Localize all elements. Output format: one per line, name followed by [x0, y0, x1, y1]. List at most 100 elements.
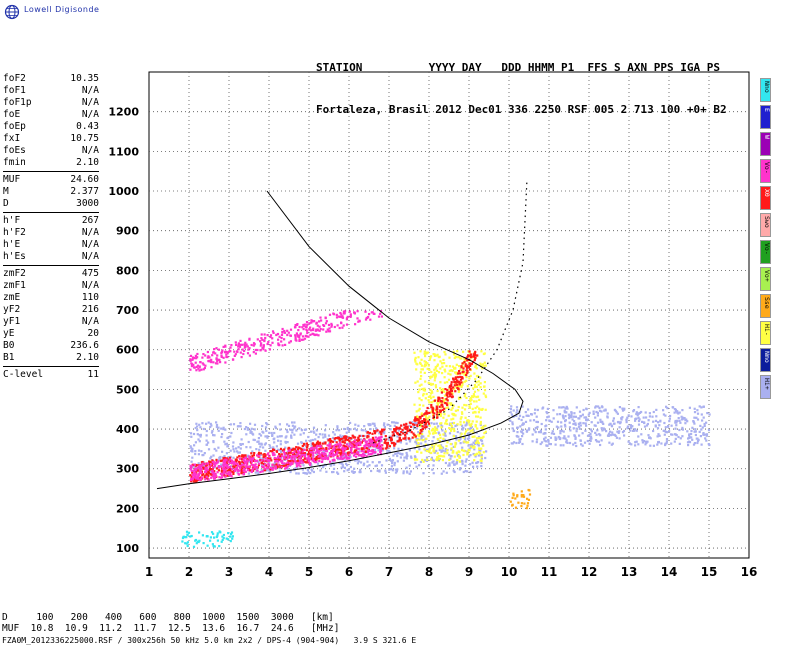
echo-pixel: [345, 431, 348, 434]
echo-pixel: [345, 317, 349, 320]
echo-pixel: [428, 358, 431, 361]
echo-pixel: [432, 432, 435, 435]
echo-pixel: [209, 536, 212, 539]
echo-pixel: [276, 448, 279, 451]
echo-pixel: [206, 356, 209, 359]
echo-pixel: [441, 446, 445, 449]
echo-pixel: [465, 421, 469, 424]
echo-pixel: [220, 469, 223, 473]
echo-pixel: [587, 413, 590, 416]
echo-pixel: [479, 362, 482, 365]
echo-pixel: [356, 317, 359, 320]
echo-pixel: [233, 450, 236, 453]
echo-pixel: [586, 439, 589, 443]
echo-pixel: [349, 313, 352, 316]
echo-pixel: [626, 427, 629, 430]
echo-pixel: [286, 430, 289, 434]
echo-pixel: [445, 406, 448, 409]
echo-pixel: [287, 451, 290, 455]
echo-pixel: [202, 464, 205, 467]
echo-pixel: [226, 469, 229, 472]
echo-pixel: [421, 421, 424, 424]
echo-pixel: [401, 448, 404, 451]
echo-pixel: [271, 337, 274, 340]
echo-pixel: [419, 432, 422, 435]
echo-pixel: [346, 451, 350, 455]
echo-pixel: [298, 455, 301, 458]
echo-pixel: [340, 456, 343, 459]
echo-pixel: [293, 448, 297, 451]
echo-pixel: [392, 454, 395, 457]
echo-pixel: [226, 462, 229, 465]
echo-pixel: [366, 431, 369, 434]
echo-pixel: [408, 440, 412, 443]
echo-pixel: [694, 428, 697, 431]
echo-pixel: [274, 460, 277, 463]
echo-pixel: [598, 409, 602, 412]
echo-pixel: [315, 442, 319, 445]
echo-pixel: [363, 445, 366, 448]
echo-pixel: [473, 448, 476, 451]
echo-pixel: [469, 470, 472, 474]
echo-pixel: [476, 452, 479, 455]
echo-pixel: [286, 457, 289, 460]
echo-pixel: [296, 461, 299, 465]
echo-pixel: [224, 361, 227, 364]
echo-pixel: [450, 393, 453, 396]
echo-pixel: [404, 433, 407, 436]
echo-pixel: [271, 434, 274, 437]
echo-pixel: [404, 425, 407, 428]
echo-pixel: [248, 466, 251, 469]
echo-pixel: [673, 411, 676, 414]
echo-pixel: [459, 442, 462, 445]
echo-pixel: [302, 432, 305, 435]
echo-pixel: [252, 351, 255, 354]
echo-pixel: [338, 429, 341, 432]
echo-pixel: [345, 443, 348, 446]
echo-pixel: [362, 429, 365, 432]
echo-pixel: [468, 362, 471, 365]
echo-pixel: [700, 406, 703, 409]
echo-pixel: [452, 460, 455, 463]
echo-pixel: [452, 421, 456, 425]
echo-pixel: [562, 430, 565, 433]
echo-pixel: [297, 450, 300, 453]
echo-pixel: [464, 470, 467, 473]
echo-pixel: [522, 494, 525, 497]
echo-pixel: [249, 422, 252, 425]
echo-pixel: [210, 361, 213, 364]
echo-pixel: [550, 432, 553, 435]
echo-pixel: [212, 463, 216, 466]
echo-pixel: [431, 411, 434, 414]
legend-swatch: Nmo: [760, 348, 771, 372]
echo-pixel: [189, 432, 193, 435]
echo-pixel: [207, 448, 211, 451]
echo-pixel: [663, 429, 666, 432]
echo-pixel: [264, 426, 268, 429]
echo-pixel: [320, 449, 323, 452]
echo-pixel: [456, 381, 460, 384]
echo-pixel: [424, 355, 427, 358]
echo-pixel: [408, 430, 411, 433]
echo-pixel: [200, 471, 203, 475]
echo-pixel: [291, 461, 294, 464]
echo-pixel: [300, 459, 303, 462]
echo-pixel: [648, 412, 651, 415]
echo-pixel: [297, 329, 300, 332]
echo-pixel: [434, 384, 437, 387]
echo-pixel: [452, 404, 455, 407]
param-row: foEp 0.43: [3, 121, 99, 133]
echo-pixel: [528, 427, 531, 430]
echo-pixel: [271, 341, 274, 344]
echo-pixel: [380, 433, 383, 436]
param-name: foF2: [3, 73, 26, 84]
echo-pixel: [196, 352, 199, 356]
echo-pixel: [204, 466, 207, 469]
echo-pixel: [264, 463, 267, 466]
echo-pixel: [390, 439, 393, 442]
echo-pixel: [193, 469, 196, 472]
echo-pixel: [406, 429, 409, 432]
echo-pixel: [209, 470, 212, 473]
echo-pixel: [630, 443, 633, 446]
echo-pixel: [312, 426, 316, 429]
